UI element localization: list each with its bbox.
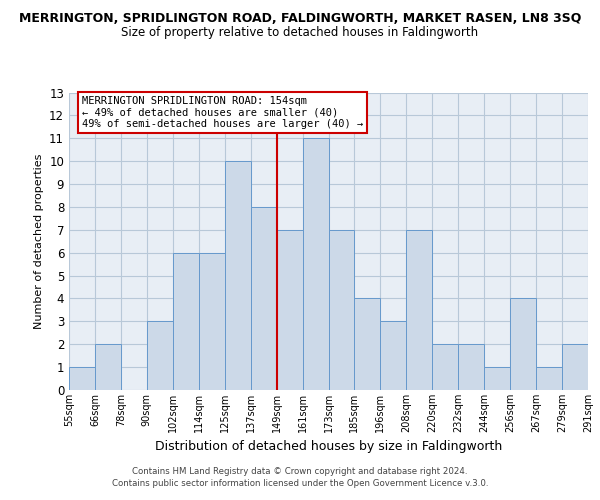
Text: Contains public sector information licensed under the Open Government Licence v.: Contains public sector information licen… [112, 479, 488, 488]
Bar [510, 298, 536, 390]
Bar [95, 344, 121, 390]
Bar [329, 230, 355, 390]
Bar [302, 138, 329, 390]
Bar [173, 252, 199, 390]
Bar [458, 344, 484, 390]
Bar [69, 367, 95, 390]
Text: MERRINGTON SPRIDLINGTON ROAD: 154sqm
← 49% of detached houses are smaller (40)
4: MERRINGTON SPRIDLINGTON ROAD: 154sqm ← 4… [82, 96, 363, 129]
Y-axis label: Number of detached properties: Number of detached properties [34, 154, 44, 329]
Bar [277, 230, 302, 390]
Text: MERRINGTON, SPRIDLINGTON ROAD, FALDINGWORTH, MARKET RASEN, LN8 3SQ: MERRINGTON, SPRIDLINGTON ROAD, FALDINGWO… [19, 12, 581, 26]
Text: Size of property relative to detached houses in Faldingworth: Size of property relative to detached ho… [121, 26, 479, 39]
Bar [562, 344, 588, 390]
Bar [433, 344, 458, 390]
Bar [380, 322, 406, 390]
Text: Contains HM Land Registry data © Crown copyright and database right 2024.: Contains HM Land Registry data © Crown c… [132, 468, 468, 476]
X-axis label: Distribution of detached houses by size in Faldingworth: Distribution of detached houses by size … [155, 440, 502, 454]
Bar [536, 367, 562, 390]
Bar [406, 230, 432, 390]
Bar [484, 367, 510, 390]
Bar [199, 252, 224, 390]
Bar [355, 298, 380, 390]
Bar [251, 207, 277, 390]
Bar [147, 322, 173, 390]
Bar [225, 161, 251, 390]
